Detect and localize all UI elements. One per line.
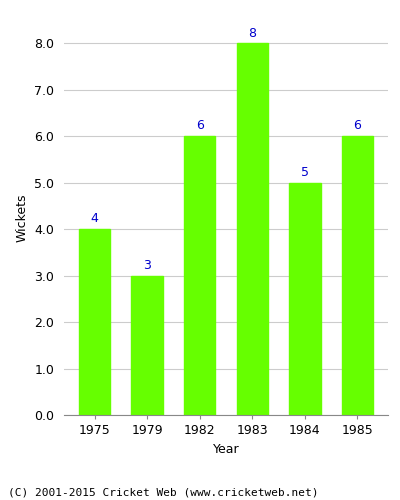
Text: 5: 5 (301, 166, 309, 179)
Y-axis label: Wickets: Wickets (16, 193, 29, 242)
Bar (342, 136, 373, 415)
Bar (289, 182, 321, 415)
Text: 4: 4 (90, 212, 98, 226)
Bar (184, 136, 216, 415)
Bar (79, 229, 110, 415)
Text: 8: 8 (248, 26, 256, 40)
X-axis label: Year: Year (213, 442, 239, 456)
Text: 6: 6 (354, 120, 362, 132)
Text: 3: 3 (143, 259, 151, 272)
Text: 6: 6 (196, 120, 204, 132)
Bar (236, 43, 268, 415)
Text: (C) 2001-2015 Cricket Web (www.cricketweb.net): (C) 2001-2015 Cricket Web (www.cricketwe… (8, 488, 318, 498)
Bar (131, 276, 163, 415)
